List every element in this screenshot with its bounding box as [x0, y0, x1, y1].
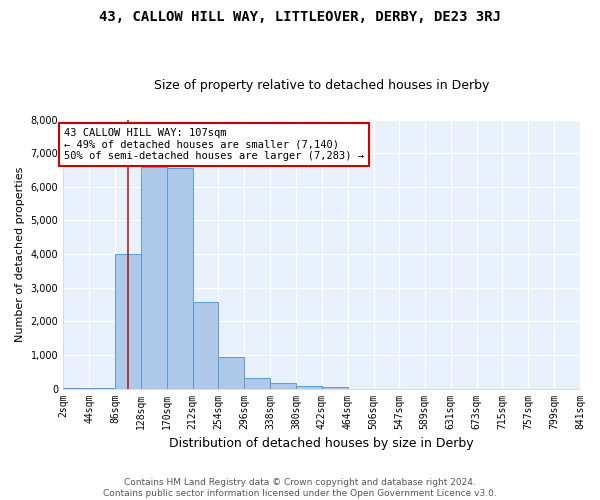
Bar	[296, 386, 322, 388]
Bar	[115, 254, 141, 388]
Y-axis label: Number of detached properties: Number of detached properties	[15, 166, 25, 342]
Bar	[141, 166, 167, 388]
Bar	[322, 386, 348, 388]
Text: 43 CALLOW HILL WAY: 107sqm
← 49% of detached houses are smaller (7,140)
50% of s: 43 CALLOW HILL WAY: 107sqm ← 49% of deta…	[64, 128, 364, 161]
Text: 43, CALLOW HILL WAY, LITTLEOVER, DERBY, DE23 3RJ: 43, CALLOW HILL WAY, LITTLEOVER, DERBY, …	[99, 10, 501, 24]
X-axis label: Distribution of detached houses by size in Derby: Distribution of detached houses by size …	[169, 437, 474, 450]
Bar	[167, 168, 193, 388]
Bar	[244, 378, 270, 388]
Bar	[193, 302, 218, 388]
Bar	[270, 384, 296, 388]
Bar	[218, 356, 244, 388]
Title: Size of property relative to detached houses in Derby: Size of property relative to detached ho…	[154, 79, 489, 92]
Text: Contains HM Land Registry data © Crown copyright and database right 2024.
Contai: Contains HM Land Registry data © Crown c…	[103, 478, 497, 498]
